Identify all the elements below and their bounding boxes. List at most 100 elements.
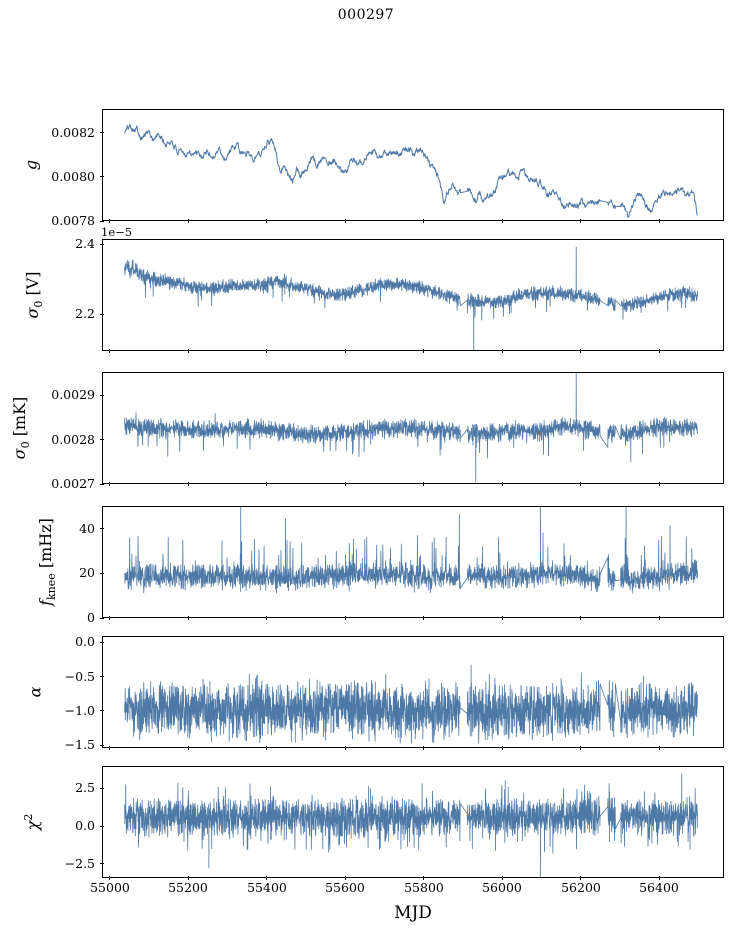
x-tick	[502, 616, 503, 620]
x-tick	[345, 482, 346, 486]
y-tick	[100, 314, 104, 315]
figure-title: 000297	[337, 7, 395, 23]
x-tick	[423, 482, 424, 486]
y-tick-label: −0.5	[64, 669, 95, 684]
x-tick	[659, 349, 660, 353]
chi2-series-line	[124, 773, 698, 877]
x-tick	[188, 482, 189, 486]
y-tick-label: 20	[79, 565, 95, 580]
y-tick	[100, 826, 104, 827]
x-tick	[109, 482, 110, 486]
x-tick	[345, 616, 346, 620]
sigma0-V-series-plot	[124, 246, 698, 350]
g-series-plot	[124, 124, 698, 218]
x-tick	[423, 876, 424, 880]
fknee-series-line	[124, 507, 698, 594]
x-tick	[502, 746, 503, 750]
y-tick	[100, 484, 104, 485]
y-tick-label: 0.0028	[51, 432, 95, 447]
x-tick	[659, 876, 660, 880]
x-tick	[345, 349, 346, 353]
y-tick-label: 0.0080	[51, 169, 95, 184]
x-tick-label: 56000	[482, 880, 522, 895]
y-tick-label: 2.2	[75, 306, 95, 321]
x-tick	[109, 349, 110, 353]
x-tick	[423, 616, 424, 620]
alpha-series-plot	[124, 664, 698, 744]
panel-fknee: 0 20 40 fknee [mHz]	[36, 506, 724, 625]
x-tick	[266, 876, 267, 880]
y-tick-label: 0.0	[75, 818, 95, 833]
x-tick	[345, 746, 346, 750]
x-tick	[659, 746, 660, 750]
x-tick	[580, 746, 581, 750]
x-tick	[659, 616, 660, 620]
y-tick	[100, 439, 104, 440]
y-tick	[100, 863, 104, 864]
x-tick	[266, 616, 267, 620]
x-tick	[580, 219, 581, 223]
chi2-y-axis-label: χ2	[21, 813, 43, 831]
sigma0-mK-y-axis-label: σ0 [mK]	[9, 396, 33, 460]
sigma0-mK-series-plot	[124, 373, 698, 483]
y-tick	[100, 244, 104, 245]
x-tick	[188, 219, 189, 223]
y-tick	[100, 221, 104, 222]
y-tick	[100, 132, 104, 133]
x-tick-label: 56400	[639, 880, 679, 895]
y-axis-offset-text: 1e−5	[101, 225, 133, 239]
x-tick	[659, 482, 660, 486]
x-tick	[109, 746, 110, 750]
x-tick	[423, 349, 424, 353]
x-tick	[580, 349, 581, 353]
y-tick	[100, 676, 104, 677]
y-tick-label: 0.0078	[51, 213, 95, 228]
y-tick	[100, 395, 104, 396]
x-tick	[188, 746, 189, 750]
x-tick	[266, 219, 267, 223]
panel-alpha: 0.0 −0.5 −1.0 −1.5 α	[26, 635, 724, 752]
x-tick	[502, 219, 503, 223]
fknee-series-plot	[124, 507, 698, 594]
panel-sigma0-mK: 0.0027 0.0028 0.0029 σ0 [mK]	[10, 372, 724, 491]
g-y-axis-label: g	[21, 159, 41, 171]
x-tick-label: 56200	[561, 880, 601, 895]
x-tick	[345, 219, 346, 223]
x-tick	[423, 746, 424, 750]
x-axis-label: MJD	[394, 903, 432, 923]
alpha-series-line	[124, 664, 698, 744]
y-tick-label: 2.5	[75, 780, 95, 795]
y-tick	[100, 528, 104, 529]
y-tick	[100, 618, 104, 619]
y-tick	[100, 710, 104, 711]
y-tick-label: 0.0029	[51, 387, 95, 402]
alpha-y-axis-label: α	[25, 686, 45, 698]
x-tick-label: 55200	[168, 880, 208, 895]
x-tick-label: 55600	[325, 880, 365, 895]
x-tick	[502, 349, 503, 353]
y-tick-label: 40	[79, 521, 95, 536]
y-tick-label: 2.4	[75, 236, 95, 251]
y-tick-label: −2.5	[64, 856, 95, 871]
x-tick	[188, 616, 189, 620]
x-tick-label: 55400	[247, 880, 287, 895]
x-tick	[266, 746, 267, 750]
panel-chi2: −2.5 0.0 2.5 55000 55200 55400 55600 55800 56000…	[22, 766, 724, 895]
y-tick-label: −1.5	[64, 737, 95, 752]
x-tick	[502, 876, 503, 880]
y-tick	[100, 573, 104, 574]
panel-g: 0.0078 0.0080 0.0082 g	[22, 109, 724, 228]
x-tick-label: 55000	[90, 880, 130, 895]
x-tick	[423, 219, 424, 223]
y-tick	[100, 788, 104, 789]
x-tick	[580, 876, 581, 880]
y-tick-label: −1.0	[64, 703, 95, 718]
x-tick	[580, 482, 581, 486]
panel-sigma0-V: 2.2 2.4 σ0 [V] 1e−5	[23, 225, 724, 353]
fknee-y-axis-label: fknee [mHz]	[35, 518, 59, 606]
x-tick	[188, 349, 189, 353]
x-tick	[188, 876, 189, 880]
x-tick	[109, 876, 110, 880]
x-tick	[659, 219, 660, 223]
